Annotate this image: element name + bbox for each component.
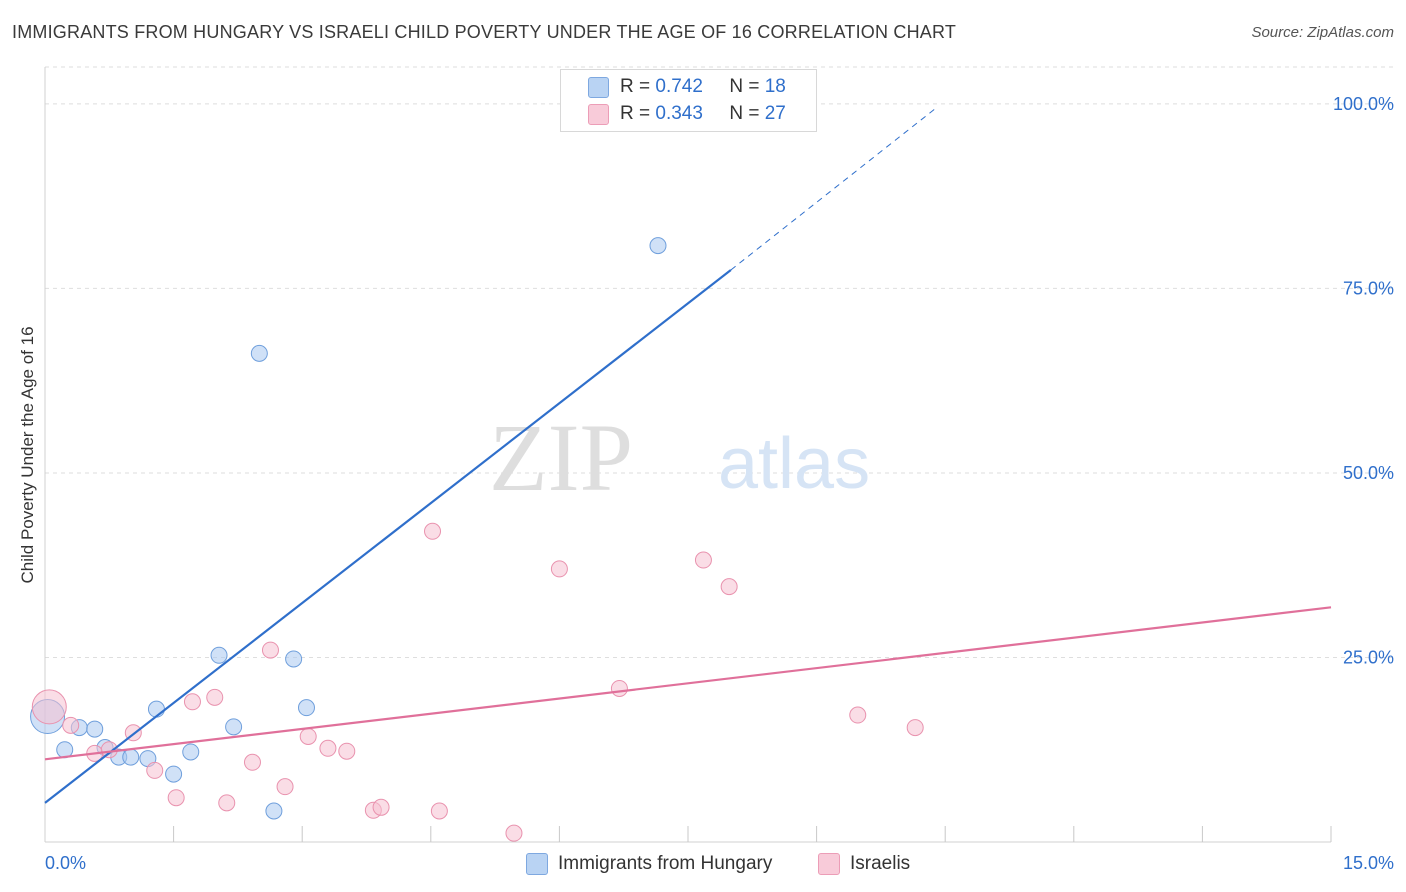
point-israelis — [31, 689, 67, 725]
legend-n-value-israelis: 27 — [764, 103, 786, 124]
legend-r-value-israelis: 0.343 — [655, 103, 703, 124]
point-hungary — [225, 718, 243, 736]
legend-n-label: N = — [729, 103, 760, 124]
point-israelis — [319, 739, 337, 757]
point-hungary — [147, 700, 165, 718]
point-hungary — [86, 720, 104, 738]
point-israelis — [62, 716, 80, 734]
legend-n-label: N = — [729, 76, 760, 97]
point-israelis — [424, 522, 442, 540]
watermark-zip: ZIP — [489, 404, 633, 511]
point-hungary — [265, 802, 283, 820]
series-swatch-israelis — [818, 853, 840, 875]
source-label: Source: ZipAtlas.com — [1251, 24, 1394, 41]
data-points — [30, 237, 924, 842]
point-israelis — [299, 727, 317, 745]
point-israelis — [183, 693, 201, 711]
point-israelis — [261, 641, 279, 659]
y-tick-label: 100.0% — [1333, 94, 1394, 114]
legend-n-value-hungary: 18 — [764, 76, 786, 97]
watermark: ZIP atlas — [489, 404, 870, 511]
series-label-israelis: Israelis — [850, 853, 911, 874]
series-legend-israelis[interactable]: Israelis — [818, 852, 928, 876]
point-israelis — [720, 578, 738, 596]
point-hungary — [297, 699, 315, 717]
legend-r-label: R = — [620, 76, 651, 97]
point-israelis — [276, 778, 294, 796]
point-israelis — [146, 761, 164, 779]
y-tick-labels: 25.0% 50.0% 75.0% 100.0% — [1333, 94, 1394, 668]
legend-r-value-hungary: 0.742 — [655, 76, 703, 97]
trend-lines — [44, 107, 1332, 804]
y-tick-label: 75.0% — [1343, 278, 1394, 298]
point-israelis — [550, 560, 568, 578]
point-israelis — [906, 719, 924, 737]
x-tick-label-max: 15.0% — [1343, 853, 1394, 873]
point-israelis — [849, 706, 867, 724]
point-israelis — [505, 824, 523, 842]
x-tick-labels: 0.0% 15.0% — [45, 853, 1394, 873]
point-israelis — [338, 742, 356, 760]
point-hungary — [250, 344, 268, 362]
trend-line-israelis — [44, 606, 1332, 761]
trend-line-hungary — [44, 269, 732, 804]
y-tick-label: 25.0% — [1343, 647, 1394, 667]
point-hungary — [210, 646, 228, 664]
point-israelis — [610, 679, 628, 697]
legend-swatch-hungary — [588, 77, 609, 98]
x-axis-ticks — [173, 826, 1332, 842]
gridlines — [45, 66, 1396, 658]
point-israelis — [243, 753, 261, 771]
correlation-legend: R = 0.742 N = 18 R = 0.343 N = 27 — [560, 69, 817, 132]
point-israelis — [694, 551, 712, 569]
point-hungary — [122, 748, 140, 766]
point-israelis — [206, 688, 224, 706]
series-legend-hungary[interactable]: Immigrants from Hungary — [526, 852, 796, 876]
y-tick-label: 50.0% — [1343, 463, 1394, 483]
point-hungary — [285, 650, 303, 668]
series-label-hungary: Immigrants from Hungary — [558, 853, 773, 874]
point-israelis — [167, 789, 185, 807]
legend-swatch-israelis — [588, 104, 609, 125]
point-hungary — [182, 743, 200, 761]
point-israelis — [430, 802, 448, 820]
point-hungary — [165, 765, 183, 783]
point-israelis — [372, 798, 390, 816]
point-israelis — [218, 794, 236, 812]
chart-title: IMMIGRANTS FROM HUNGARY VS ISRAELI CHILD… — [12, 22, 957, 42]
series-swatch-hungary — [526, 853, 548, 875]
point-hungary — [649, 237, 667, 255]
legend-r-label: R = — [620, 103, 651, 124]
watermark-atlas: atlas — [718, 424, 870, 504]
x-tick-label-min: 0.0% — [45, 853, 86, 873]
